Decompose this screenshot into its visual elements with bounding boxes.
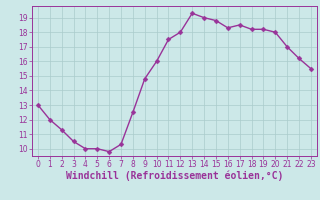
X-axis label: Windchill (Refroidissement éolien,°C): Windchill (Refroidissement éolien,°C): [66, 171, 283, 181]
